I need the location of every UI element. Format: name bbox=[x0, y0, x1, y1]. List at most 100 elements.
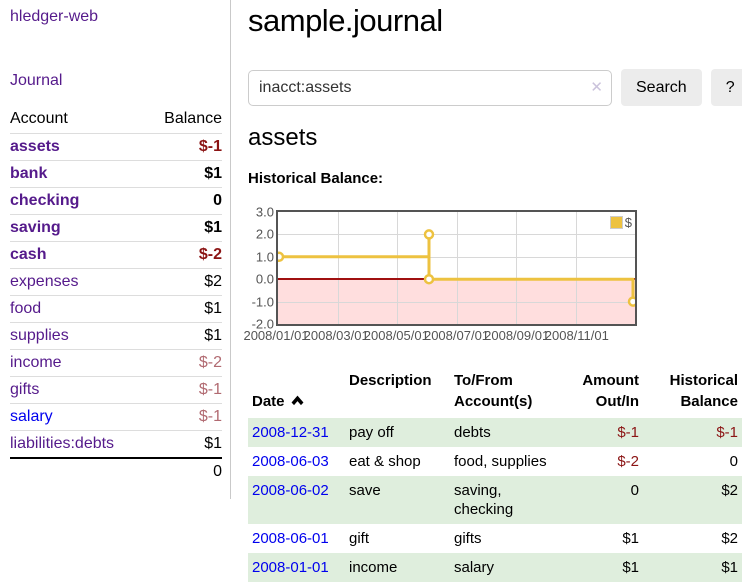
account-link-supplies[interactable]: supplies bbox=[10, 327, 69, 344]
transaction-description: save bbox=[349, 482, 381, 499]
account-link-cash[interactable]: cash bbox=[10, 246, 47, 263]
main-content: sample.journal ✕ Search ? assets Histori… bbox=[231, 0, 742, 582]
search-bar: ✕ Search ? bbox=[248, 69, 742, 106]
transaction-amount: 0 bbox=[630, 482, 639, 499]
account-balance: 0 bbox=[146, 187, 222, 215]
account-balance: $1 bbox=[146, 295, 222, 323]
account-row: income $-2 bbox=[10, 349, 222, 377]
gridline bbox=[397, 212, 398, 324]
gridline bbox=[278, 234, 635, 236]
transactions-table: Date Description To/From Account(s) Amou… bbox=[248, 368, 742, 582]
help-button[interactable]: ? bbox=[710, 69, 742, 106]
search-input[interactable] bbox=[248, 69, 612, 106]
account-balance: $2 bbox=[146, 268, 222, 296]
accounts-total-row: 0 bbox=[10, 457, 222, 485]
transaction-amount: $1 bbox=[622, 559, 639, 576]
account-link-liabilities-debts[interactable]: liabilities:debts bbox=[10, 435, 115, 452]
transaction-accounts: saving, checking bbox=[454, 482, 514, 518]
account-row: assets $-1 bbox=[10, 133, 222, 161]
transaction-amount: $-2 bbox=[617, 453, 639, 470]
sidebar-item-journal[interactable]: Journal bbox=[10, 72, 63, 89]
x-tick: 2008/09/01 bbox=[484, 328, 550, 343]
account-link-food[interactable]: food bbox=[10, 300, 42, 317]
chart-legend: $ bbox=[609, 215, 632, 230]
account-balance: $1 bbox=[146, 430, 222, 459]
gridline bbox=[516, 212, 517, 324]
account-row: salary $-1 bbox=[10, 403, 222, 431]
account-row: food $1 bbox=[10, 295, 222, 323]
y-tick: 1.0 bbox=[255, 249, 274, 265]
gridline bbox=[278, 301, 635, 303]
transaction-date-link[interactable]: 2008-06-03 bbox=[252, 453, 329, 470]
sort-ascending-icon bbox=[291, 391, 304, 412]
transaction-accounts: gifts bbox=[454, 530, 482, 547]
data-point-marker bbox=[278, 251, 285, 263]
account-link-checking[interactable]: checking bbox=[10, 192, 80, 209]
account-row: liabilities:debts $1 bbox=[10, 430, 222, 459]
gridline bbox=[278, 256, 635, 258]
account-link-saving[interactable]: saving bbox=[10, 219, 61, 236]
account-row: saving $1 bbox=[10, 214, 222, 242]
transaction-amount: $-1 bbox=[617, 424, 639, 441]
sidebar: hledger-web Journal Account Balance asse… bbox=[0, 0, 231, 499]
account-link-salary[interactable]: salary bbox=[10, 408, 53, 425]
accounts-table: Account Balance assets $-1 bank $1 check… bbox=[10, 106, 222, 485]
account-link-expenses[interactable]: expenses bbox=[10, 273, 79, 290]
account-balance: $1 bbox=[146, 322, 222, 350]
transaction-date-link[interactable]: 2008-06-01 bbox=[252, 530, 329, 547]
account-heading: assets bbox=[248, 124, 318, 151]
y-tick: 3.0 bbox=[255, 204, 274, 220]
x-tick: 2008/01/01 bbox=[243, 328, 309, 343]
x-axis-labels: 2008/01/01 2008/03/01 2008/05/01 2008/07… bbox=[243, 328, 637, 344]
header-description: Description bbox=[349, 372, 432, 389]
transaction-row: 2008-06-01 gift gifts $1 $2 bbox=[248, 524, 742, 553]
app-title-link[interactable]: hledger-web bbox=[10, 8, 99, 25]
register-header-row: Date Description To/From Account(s) Amou… bbox=[248, 368, 742, 418]
account-link-assets[interactable]: assets bbox=[10, 138, 60, 155]
transaction-row: 2008-06-02 save saving, checking 0 $2 bbox=[248, 476, 742, 524]
transaction-amount: $1 bbox=[622, 530, 639, 547]
clear-search-icon[interactable]: ✕ bbox=[590, 78, 603, 96]
transaction-row: 2008-06-03 eat & shop food, supplies $-2… bbox=[248, 447, 742, 476]
header-balance: Historical Balance bbox=[669, 372, 738, 410]
y-tick: 2.0 bbox=[255, 226, 274, 242]
gridline bbox=[456, 212, 458, 324]
legend-label: $ bbox=[624, 215, 632, 230]
account-balance: $-1 bbox=[146, 133, 222, 161]
x-tick: 2008/03/01 bbox=[303, 328, 369, 343]
account-row: supplies $1 bbox=[10, 322, 222, 350]
data-point-marker bbox=[423, 273, 435, 285]
gridline bbox=[575, 212, 577, 324]
account-row: checking 0 bbox=[10, 187, 222, 215]
transaction-description: eat & shop bbox=[349, 453, 421, 470]
search-button[interactable]: Search bbox=[621, 69, 702, 106]
account-link-bank[interactable]: bank bbox=[10, 165, 48, 182]
accounts-total-balance: 0 bbox=[146, 457, 222, 485]
transaction-balance: $2 bbox=[721, 530, 738, 547]
y-tick: -2.0 bbox=[251, 316, 274, 332]
transaction-row: 2008-01-01 income salary $1 $1 bbox=[248, 553, 742, 582]
account-row: expenses $2 bbox=[10, 268, 222, 296]
header-date[interactable]: Date bbox=[248, 368, 345, 418]
transaction-accounts: food, supplies bbox=[454, 453, 547, 470]
account-link-gifts[interactable]: gifts bbox=[10, 381, 40, 398]
data-point-marker bbox=[627, 296, 635, 307]
chart-plot-area: $ bbox=[276, 210, 637, 326]
balance-series-line bbox=[278, 229, 635, 307]
transaction-date-link[interactable]: 2008-06-02 bbox=[252, 482, 329, 499]
data-point-marker bbox=[423, 229, 435, 240]
transaction-date-link[interactable]: 2008-01-01 bbox=[252, 559, 329, 576]
accounts-header-row: Account Balance bbox=[10, 106, 222, 134]
account-row: gifts $-1 bbox=[10, 376, 222, 404]
header-accounts: To/From Account(s) bbox=[454, 372, 533, 410]
x-tick: 2008/11/01 bbox=[544, 328, 609, 343]
transaction-date-link[interactable]: 2008-12-31 bbox=[252, 424, 329, 441]
transaction-row: 2008-12-31 pay off debts $-1 $-1 bbox=[248, 418, 742, 447]
transaction-description: pay off bbox=[349, 424, 394, 441]
account-link-income[interactable]: income bbox=[10, 354, 62, 371]
account-row: cash $-2 bbox=[10, 241, 222, 269]
gridline bbox=[337, 212, 339, 324]
transaction-balance: $-1 bbox=[716, 424, 738, 441]
transaction-description: gift bbox=[349, 530, 370, 547]
